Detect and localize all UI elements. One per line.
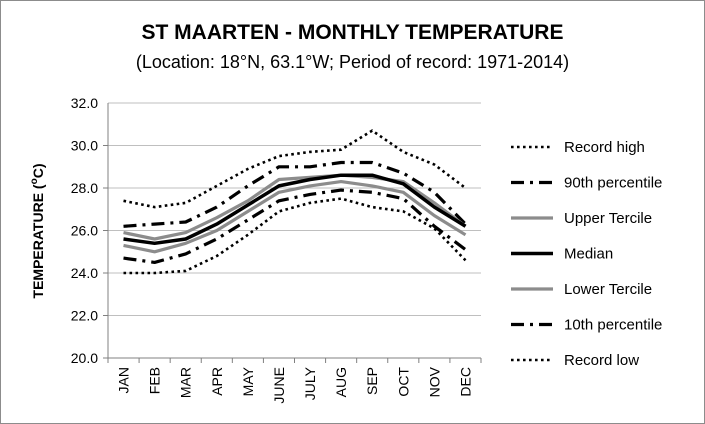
x-tick-label: OCT [395, 367, 411, 397]
series-lines [123, 129, 467, 275]
x-tick-label: JULY [302, 366, 318, 400]
tick-labels: 20.0 22.0 24.0 26.0 28.0 30.0 32.0 JAN FEB MAR APR… [71, 95, 474, 404]
y-tick-label: 32.0 [71, 95, 98, 111]
legend-label: Lower Tercile [564, 281, 652, 298]
x-tick-label: FEB [147, 367, 163, 394]
chart-subtitle: (Location: 18°N, 63.1°W; Period of recor… [135, 52, 570, 72]
legend-label: Record high [564, 139, 645, 156]
legend-label: Median [564, 246, 613, 263]
gridlines [108, 102, 481, 316]
y-tick-label: 24.0 [71, 265, 98, 281]
series-line-90th-percentile [123, 160, 467, 228]
chart-title: ST MAARTEN - MONTHLY TEMPERATURE [141, 21, 564, 44]
x-tick-label: JUNE [271, 367, 287, 404]
y-tick-label: 22.0 [71, 308, 98, 324]
series-line-record-high [123, 129, 467, 209]
x-tick-label: APR [209, 367, 225, 396]
x-tick-label: SEP [364, 367, 380, 395]
series-line-lower-tercile [123, 180, 467, 254]
x-tick-label: MAR [178, 367, 194, 398]
y-tick-label: 30.0 [71, 138, 98, 154]
y-tick-label: 20.0 [71, 350, 98, 366]
x-tick-label: DEC [457, 367, 473, 397]
x-tick-label: JAN [116, 367, 132, 393]
y-axis-label: TEMPERATURE (oC) [29, 164, 46, 299]
series-line-10th-percentile [123, 188, 467, 264]
series-line-upper-tercile [123, 173, 467, 241]
series-line-record-low [123, 197, 467, 275]
y-tick-label: 26.0 [71, 223, 98, 239]
series-line-median [123, 173, 467, 246]
legend-label: Record low [564, 352, 639, 369]
legend-label: 10th percentile [564, 317, 662, 334]
x-tick-label: NOV [426, 366, 442, 397]
legend: Record high 90th percentile Upper Tercile M… [511, 139, 662, 369]
legend-label: 90th percentile [564, 175, 662, 192]
x-tick-label: AUG [333, 367, 349, 397]
axes [103, 103, 482, 363]
y-tick-label: 28.0 [71, 180, 98, 196]
x-tick-label: MAY [240, 366, 256, 396]
legend-label: Upper Tercile [564, 210, 652, 227]
